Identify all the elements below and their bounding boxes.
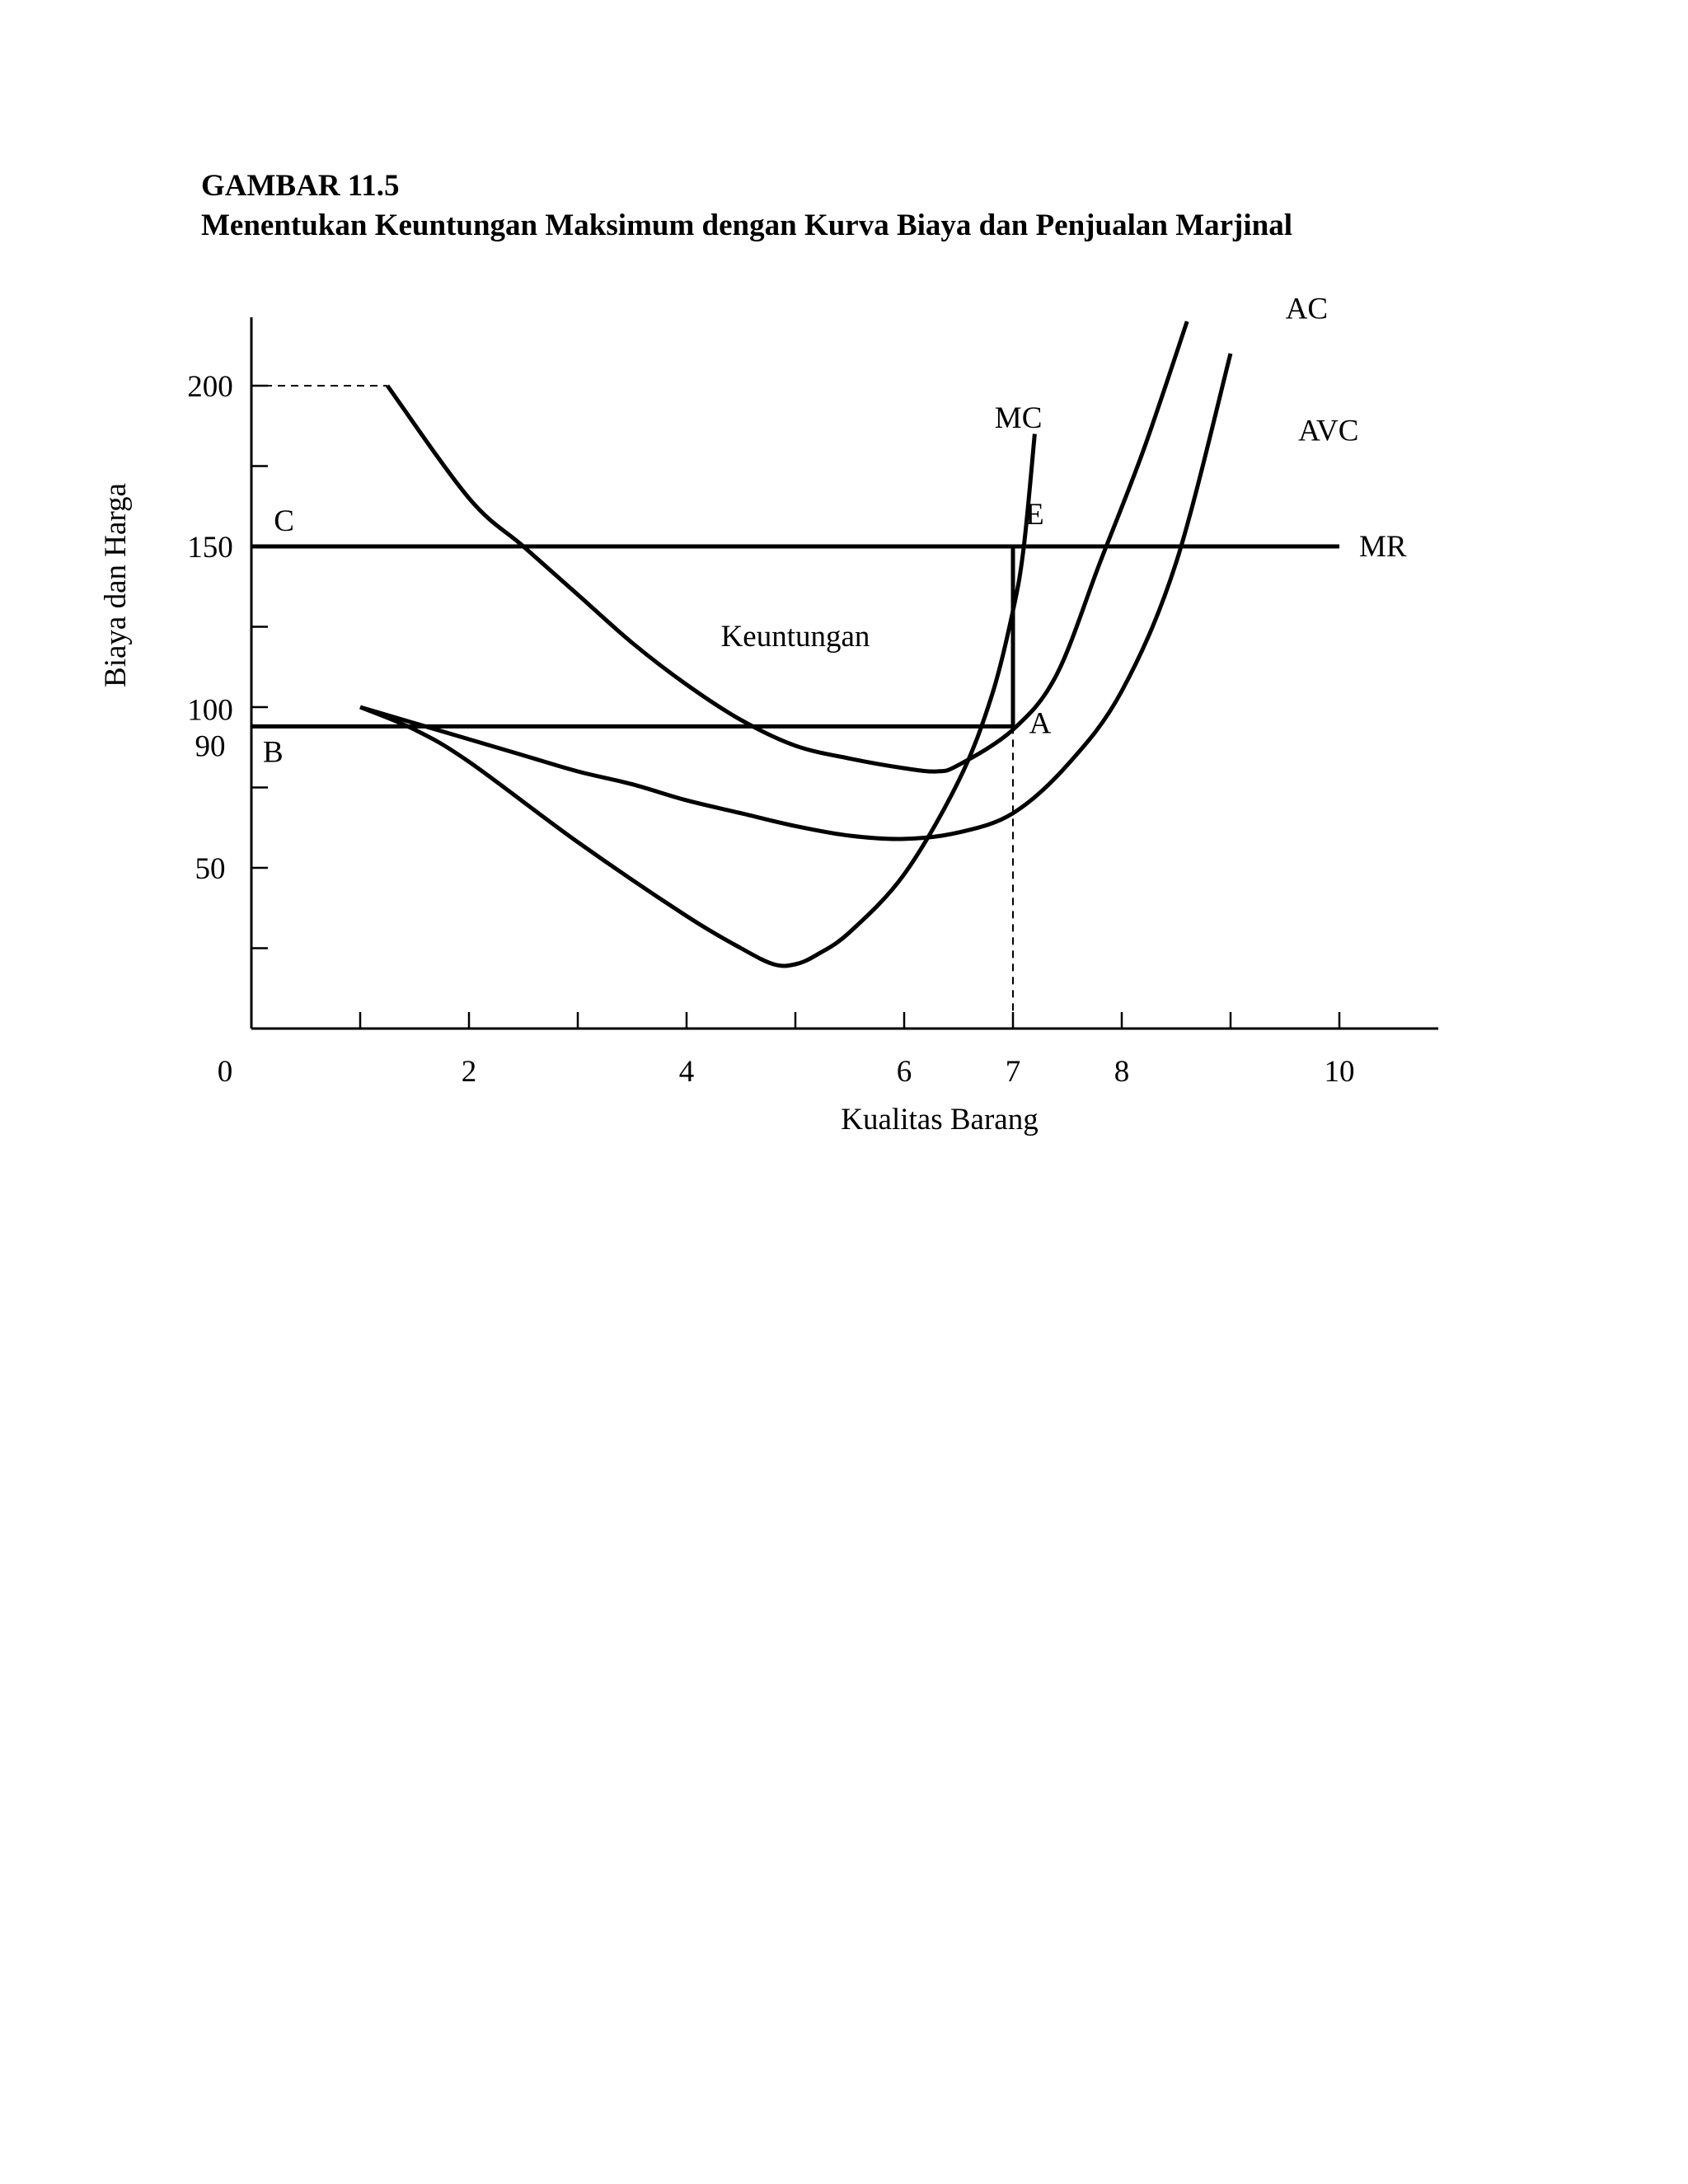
y-tick-label-90: 90 [195, 729, 226, 763]
series-ac-label: AC [1286, 292, 1328, 326]
series-ac-curve [385, 321, 1189, 774]
y-tick-label-100: 100 [187, 693, 233, 727]
annotation-a: A [1029, 707, 1052, 741]
annotation-e: E [1025, 498, 1044, 532]
x-tick-label-0: 0 [218, 1055, 233, 1089]
y-tick-label-150: 150 [187, 531, 233, 565]
figure-subtitle: Menentukan Keuntungan Maksimum dengan Ku… [201, 209, 1292, 242]
annotation-c: C [274, 504, 294, 538]
y-tick-label-200: 200 [187, 370, 233, 404]
curves [251, 321, 1339, 968]
x-tick-label-10: 10 [1325, 1055, 1355, 1089]
annotation-b: B [263, 736, 284, 770]
x-tick-label-6: 6 [897, 1055, 912, 1089]
series-mc-label: MC [995, 401, 1043, 435]
guide-lines [251, 385, 1015, 1029]
series-avc-curve [359, 353, 1233, 841]
series-avc-label: AVC [1298, 415, 1358, 448]
x-tick-label-2: 2 [462, 1055, 477, 1089]
x-axis-label: Kualitas Barang [841, 1103, 1038, 1137]
x-tick-label-4: 4 [679, 1055, 695, 1089]
labels: Kualitas Barang Biaya dan Harga ACAVCMCM… [99, 292, 1407, 1137]
figure-title: GAMBAR 11.5 [201, 169, 400, 203]
x-tick-label-8: 8 [1114, 1055, 1130, 1089]
series-mc-curve [359, 434, 1037, 968]
x-tick-label-7: 7 [1006, 1055, 1021, 1089]
series-mr-label: MR [1359, 530, 1407, 564]
y-tick-label-50: 50 [195, 852, 226, 886]
annotation-keuntungan: Keuntungan [721, 620, 870, 654]
axes [250, 317, 1438, 1030]
y-axis-label: Biaya dan Harga [99, 483, 133, 687]
